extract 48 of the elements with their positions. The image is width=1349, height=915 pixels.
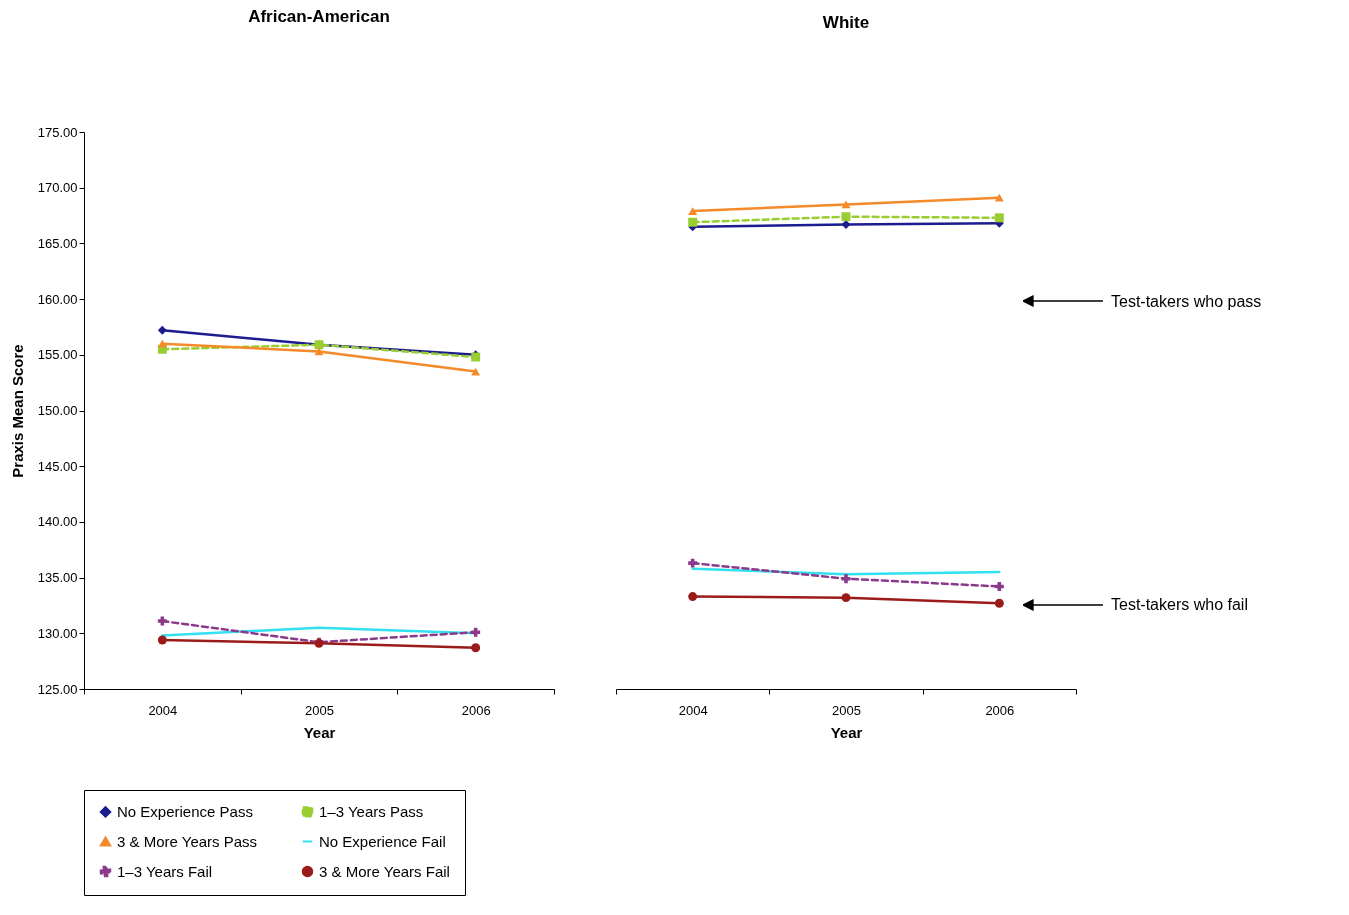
point: [841, 593, 851, 603]
y-tick-label: 150.00: [37, 403, 78, 418]
y-tick-label: 140.00: [37, 514, 78, 530]
legend-label: 1–3 Years Fail: [117, 862, 213, 880]
point: [841, 200, 851, 209]
point: [994, 193, 1004, 202]
y-tick-label: 135.00: [37, 570, 78, 586]
x-axis-title: Year: [303, 723, 336, 741]
x-tick-label: 2004: [148, 702, 178, 718]
y-tick-label: 160.00: [37, 291, 78, 307]
legend-label: 1–3 Years Pass: [319, 802, 424, 820]
x-tick-label: 2004: [678, 702, 708, 718]
x-tick-label: 2005: [832, 702, 861, 718]
y-tick-label: 155.00: [37, 347, 78, 363]
point: [157, 325, 167, 335]
legend-label: No Experience Fail: [319, 832, 446, 850]
point: [471, 643, 481, 653]
legend-label: 3 & More Years Fail: [319, 862, 450, 880]
x-axis-title: Year: [830, 723, 863, 741]
y-axis-title: Praxis Mean Score: [8, 344, 26, 478]
x-tick-label: 2006: [461, 702, 491, 718]
point: [994, 213, 1004, 223]
y-tick-label: 145.00: [37, 458, 78, 474]
point: [688, 217, 698, 227]
text: Test-takers who pass: [1111, 292, 1262, 310]
point: [157, 635, 167, 645]
legend-label: 3 & More Years Pass: [117, 832, 258, 850]
x-tick-label: 2006: [985, 702, 1015, 718]
chart-title: White: [822, 13, 870, 32]
y-tick-label: 175.00: [37, 124, 78, 140]
x-tick-label: 2005: [305, 702, 334, 718]
y-tick-label: 170.00: [37, 180, 78, 196]
point: [157, 616, 167, 626]
point: [688, 558, 698, 568]
y-tick-label: 165.00: [37, 235, 78, 251]
point: [471, 627, 481, 637]
point: [688, 592, 698, 601]
point: [841, 212, 851, 222]
y-tick-label: 125.00: [37, 681, 78, 697]
legend-label: No Experience Pass: [117, 802, 253, 820]
point: [994, 598, 1004, 608]
text: Test-takers who fail: [1111, 596, 1248, 614]
point: [157, 339, 167, 348]
point: [314, 347, 324, 356]
point: [688, 207, 698, 215]
chart-title: African-American: [248, 7, 390, 26]
y-tick-label: 130.00: [37, 625, 78, 641]
point: [841, 574, 851, 584]
